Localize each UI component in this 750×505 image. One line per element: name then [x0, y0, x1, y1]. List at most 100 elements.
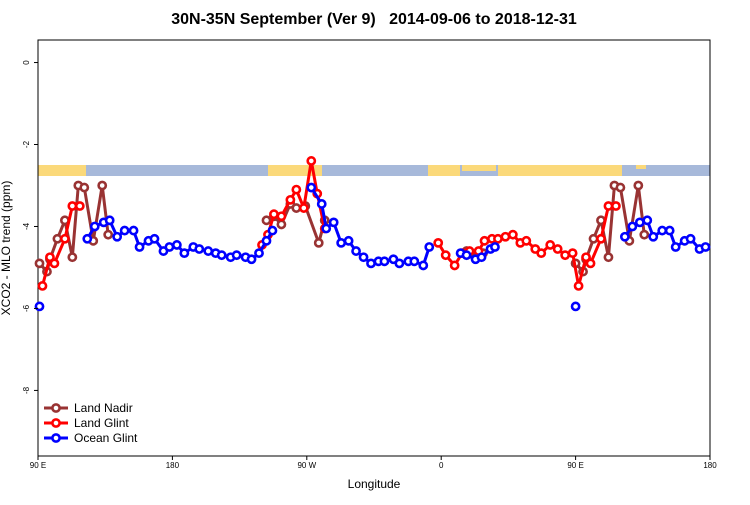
data-point — [633, 180, 644, 191]
data-point — [603, 252, 614, 263]
x-tick-label: 90 E — [30, 461, 46, 470]
x-tick-label: 0 — [439, 461, 444, 470]
y-tick-label: -8 — [22, 386, 31, 394]
data-point — [298, 203, 309, 213]
y-tick-label: -4 — [22, 222, 31, 230]
data-point — [379, 256, 390, 267]
data-point — [82, 233, 93, 244]
data-point — [493, 233, 503, 244]
data-point — [267, 225, 278, 236]
data-point — [394, 258, 405, 269]
data-point — [657, 225, 668, 236]
data-point — [261, 235, 272, 246]
data-point — [134, 242, 145, 252]
data-point — [52, 233, 63, 244]
x-tick-label: 90 W — [297, 461, 316, 470]
data-point — [545, 240, 556, 250]
data-point — [34, 258, 45, 269]
data-point — [596, 233, 606, 244]
x-axis-label: Longitude — [348, 477, 401, 491]
data-point — [567, 248, 578, 259]
data-point — [104, 215, 115, 226]
land-strip — [428, 165, 460, 176]
data-point — [507, 229, 518, 240]
data-point — [269, 209, 279, 220]
data-point — [615, 182, 626, 193]
x-tick-label: 180 — [166, 461, 180, 470]
x-tick-label: 180 — [703, 461, 717, 470]
data-point — [648, 231, 659, 242]
data-point — [246, 254, 257, 265]
data-point — [700, 242, 711, 252]
data-point — [440, 250, 451, 261]
data-point — [103, 229, 114, 240]
data-point — [276, 219, 287, 230]
data-point — [291, 203, 302, 213]
data-point — [536, 248, 547, 259]
land-strip — [636, 165, 646, 169]
data-point — [194, 244, 205, 254]
data-point — [254, 248, 264, 259]
y-tick-label: 0 — [22, 60, 31, 65]
data-point — [490, 242, 500, 252]
data-point — [476, 252, 487, 263]
data-point — [306, 156, 317, 166]
data-point — [585, 258, 596, 269]
land-strip — [462, 165, 496, 171]
legend-label: Ocean Glint — [74, 431, 138, 445]
data-point — [521, 235, 532, 246]
data-point — [285, 194, 296, 205]
data-point — [112, 231, 123, 242]
legend-label: Land Glint — [74, 416, 129, 430]
data-point — [67, 252, 78, 263]
data-point — [449, 260, 460, 271]
data-point — [276, 211, 287, 222]
data-point — [313, 237, 324, 248]
data-point — [171, 240, 182, 250]
data-point — [164, 242, 175, 252]
chart-title: 30N-35N September (Ver 9) 2014-09-06 to … — [171, 11, 577, 28]
data-point — [306, 182, 317, 193]
legend-marker — [51, 403, 61, 413]
data-point — [37, 281, 48, 291]
data-point — [627, 221, 638, 232]
data-point — [336, 237, 347, 248]
data-point — [461, 250, 472, 261]
data-point — [619, 231, 630, 242]
data-point — [179, 248, 190, 259]
data-point — [552, 244, 563, 254]
y-tick-label: -6 — [22, 304, 31, 312]
data-point — [97, 180, 108, 191]
data-point — [424, 242, 435, 252]
data-point — [149, 233, 160, 244]
land-strip — [38, 165, 86, 176]
data-point — [343, 235, 354, 246]
x-tick-label: 90 E — [567, 461, 583, 470]
data-point — [603, 201, 614, 211]
ocean-strip — [38, 165, 710, 176]
data-point — [216, 250, 227, 261]
land-strip — [498, 165, 622, 176]
data-point — [231, 250, 242, 261]
data-point — [128, 225, 139, 236]
data-point — [291, 184, 302, 195]
data-point — [119, 225, 130, 236]
data-point — [573, 281, 584, 291]
data-point — [351, 246, 361, 256]
data-point — [479, 235, 490, 246]
data-point — [67, 201, 78, 211]
data-point — [409, 256, 420, 267]
legend-marker — [51, 433, 61, 443]
data-point — [639, 229, 650, 240]
land-strip — [268, 165, 322, 176]
data-point — [670, 242, 681, 252]
data-point — [500, 231, 511, 242]
data-point — [79, 182, 90, 193]
surface-strip — [38, 165, 710, 176]
data-point — [45, 252, 55, 263]
data-point — [433, 237, 444, 248]
data-point — [59, 233, 70, 244]
data-point — [642, 215, 653, 226]
data-point — [89, 221, 100, 232]
